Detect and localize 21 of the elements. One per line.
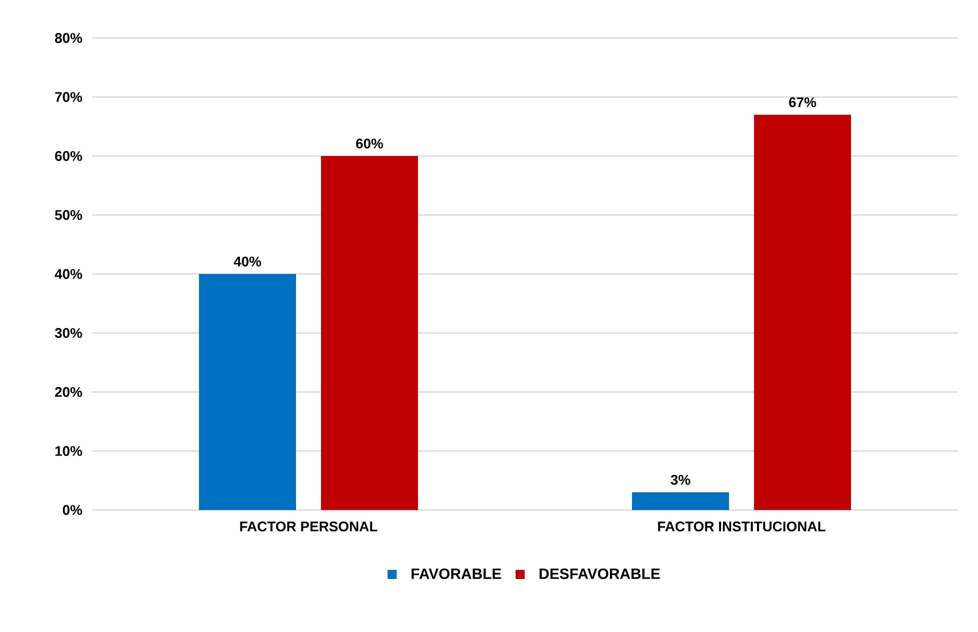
data-label: 3% (670, 474, 690, 485)
bar (321, 156, 418, 510)
y-tick-label: 10% (55, 446, 82, 456)
data-label: 40% (234, 256, 262, 266)
y-tick-label: 20% (55, 387, 82, 397)
y-tick-label: 70% (55, 92, 82, 102)
x-tick-label: FACTOR PERSONAL (240, 522, 378, 532)
bar (199, 274, 296, 510)
y-tick-label: 0% (62, 505, 82, 515)
y-tick-label: 30% (54, 328, 82, 338)
y-tick-label: 40% (54, 269, 82, 279)
legend-label: FAVORABLE (412, 568, 502, 580)
data-label: 67% (789, 97, 816, 108)
data-label: 60% (356, 138, 384, 148)
y-tick-label: 60% (55, 151, 82, 161)
bar (754, 114, 852, 510)
x-tick-label: FACTOR INSTITUCIONAL (658, 522, 826, 532)
y-tick-label: 80% (55, 33, 82, 43)
legend-label: DESFAVORABLE (540, 568, 660, 580)
y-tick-label: 50% (54, 210, 82, 220)
bar (632, 492, 730, 510)
